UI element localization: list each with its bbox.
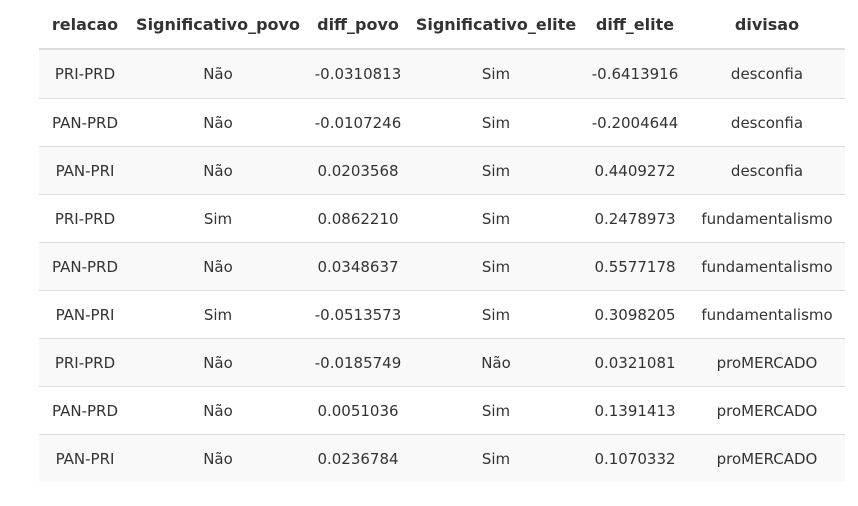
cell-diff-elite: 0.1070332	[581, 434, 689, 482]
cell-relacao: PRI-PRD	[39, 49, 131, 99]
header-row: relacao Significativo_povo diff_povo Sig…	[39, 0, 845, 50]
table-row: PAN-PRD Não -0.0107246 Sim -0.2004644 de…	[39, 98, 845, 147]
table-row: PRI-PRD Não -0.0185749 Não 0.0321081 pro…	[39, 338, 845, 387]
cell-diff-elite: 0.4409272	[581, 146, 689, 195]
cell-significativo-povo: Não	[131, 386, 305, 435]
cell-significativo-povo: Sim	[131, 290, 305, 339]
column-header-relacao: relacao	[39, 0, 131, 50]
cell-diff-elite: 0.0321081	[581, 338, 689, 387]
cell-relacao: PAN-PRI	[39, 146, 131, 195]
cell-diff-povo: -0.0513573	[305, 290, 411, 339]
table-row: PAN-PRD Não 0.0348637 Sim 0.5577178 fund…	[39, 242, 845, 291]
cell-relacao: PAN-PRD	[39, 242, 131, 291]
column-header-diff-povo: diff_povo	[305, 0, 411, 50]
table-row: PRI-PRD Não -0.0310813 Sim -0.6413916 de…	[39, 49, 845, 99]
cell-diff-elite: 0.3098205	[581, 290, 689, 339]
cell-diff-povo: -0.0310813	[305, 49, 411, 99]
cell-relacao: PAN-PRI	[39, 434, 131, 482]
column-header-significativo-povo: Significativo_povo	[131, 0, 305, 50]
table-body: PRI-PRD Não -0.0310813 Sim -0.6413916 de…	[39, 49, 845, 482]
cell-diff-elite: 0.2478973	[581, 194, 689, 243]
table-header: relacao Significativo_povo diff_povo Sig…	[39, 0, 845, 50]
table-row: PAN-PRI Não 0.0203568 Sim 0.4409272 desc…	[39, 146, 845, 195]
cell-relacao: PRI-PRD	[39, 338, 131, 387]
cell-significativo-elite: Sim	[411, 386, 581, 435]
cell-significativo-elite: Não	[411, 338, 581, 387]
cell-divisao: proMERCADO	[689, 338, 845, 387]
cell-diff-povo: 0.0862210	[305, 194, 411, 243]
cell-significativo-povo: Não	[131, 242, 305, 291]
cell-diff-povo: 0.0051036	[305, 386, 411, 435]
cell-divisao: desconfia	[689, 98, 845, 147]
table-row: PRI-PRD Sim 0.0862210 Sim 0.2478973 fund…	[39, 194, 845, 243]
cell-divisao: proMERCADO	[689, 386, 845, 435]
cell-relacao: PAN-PRD	[39, 98, 131, 147]
cell-relacao: PAN-PRI	[39, 290, 131, 339]
cell-significativo-povo: Sim	[131, 194, 305, 243]
cell-diff-povo: -0.0185749	[305, 338, 411, 387]
cell-diff-elite: -0.6413916	[581, 49, 689, 99]
cell-significativo-elite: Sim	[411, 290, 581, 339]
column-header-diff-elite: diff_elite	[581, 0, 689, 50]
cell-significativo-elite: Sim	[411, 146, 581, 195]
cell-diff-povo: 0.0236784	[305, 434, 411, 482]
cell-significativo-elite: Sim	[411, 49, 581, 99]
cell-diff-povo: -0.0107246	[305, 98, 411, 147]
cell-diff-elite: 0.1391413	[581, 386, 689, 435]
cell-diff-elite: -0.2004644	[581, 98, 689, 147]
cell-significativo-elite: Sim	[411, 434, 581, 482]
cell-significativo-povo: Não	[131, 338, 305, 387]
table-row: PAN-PRI Não 0.0236784 Sim 0.1070332 proM…	[39, 434, 845, 482]
cell-significativo-povo: Não	[131, 146, 305, 195]
cell-divisao: fundamentalismo	[689, 290, 845, 339]
cell-significativo-povo: Não	[131, 434, 305, 482]
table-row: PAN-PRD Não 0.0051036 Sim 0.1391413 proM…	[39, 386, 845, 435]
cell-significativo-povo: Não	[131, 49, 305, 99]
cell-diff-elite: 0.5577178	[581, 242, 689, 291]
cell-diff-povo: 0.0203568	[305, 146, 411, 195]
table-row: PAN-PRI Sim -0.0513573 Sim 0.3098205 fun…	[39, 290, 845, 339]
column-header-divisao: divisao	[689, 0, 845, 50]
data-table: relacao Significativo_povo diff_povo Sig…	[39, 0, 845, 482]
cell-divisao: fundamentalismo	[689, 242, 845, 291]
cell-significativo-povo: Não	[131, 98, 305, 147]
cell-relacao: PAN-PRD	[39, 386, 131, 435]
cell-divisao: fundamentalismo	[689, 194, 845, 243]
column-header-significativo-elite: Significativo_elite	[411, 0, 581, 50]
cell-diff-povo: 0.0348637	[305, 242, 411, 291]
cell-divisao: desconfia	[689, 146, 845, 195]
cell-significativo-elite: Sim	[411, 98, 581, 147]
cell-significativo-elite: Sim	[411, 194, 581, 243]
cell-relacao: PRI-PRD	[39, 194, 131, 243]
cell-significativo-elite: Sim	[411, 242, 581, 291]
cell-divisao: desconfia	[689, 49, 845, 99]
cell-divisao: proMERCADO	[689, 434, 845, 482]
